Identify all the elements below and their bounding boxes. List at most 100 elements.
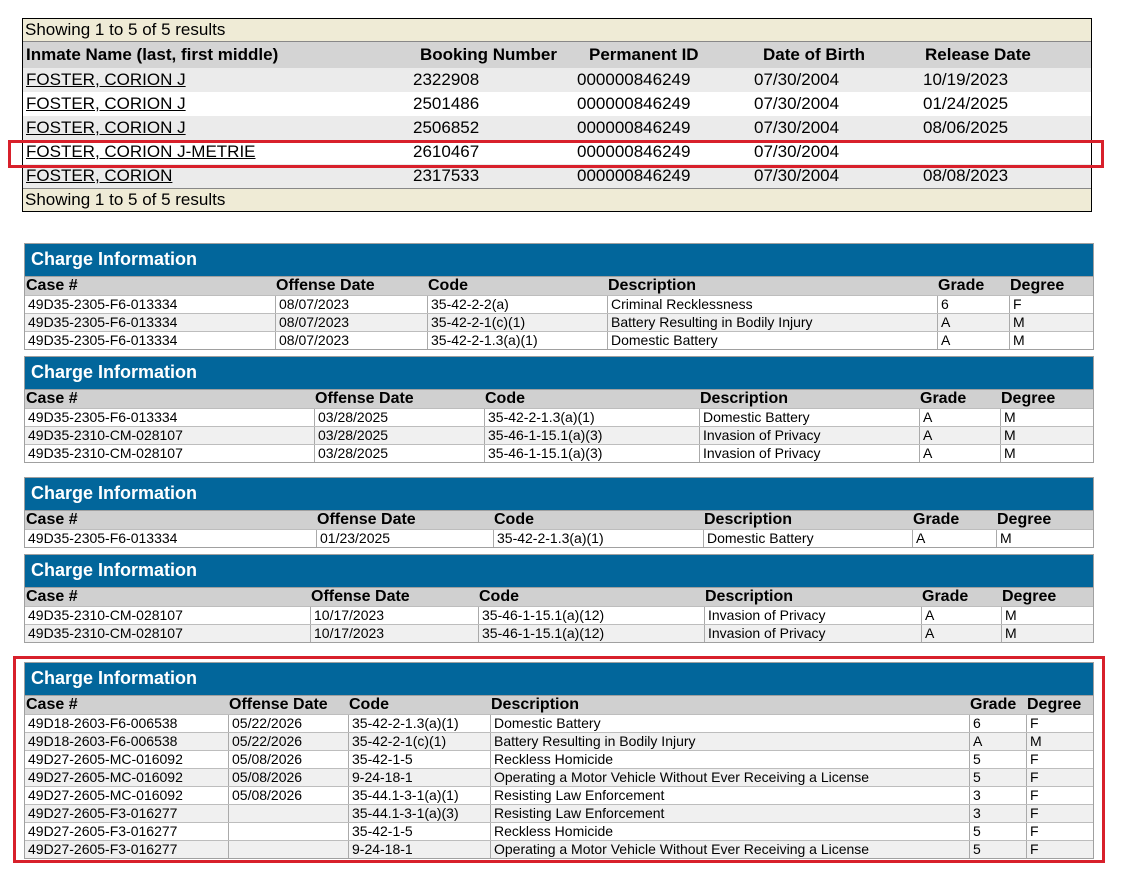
table-row: FOSTER, CORION J 2322908 000000846249 07…	[23, 68, 1091, 92]
charge-rows: 49D35-2305-F6-013334 03/28/2025 35-42-2-1.…	[25, 408, 1093, 462]
header-booking-number[interactable]: Booking Number	[420, 45, 557, 64]
charge-information-table: Charge Information Case # Offense Date Code…	[24, 662, 1094, 859]
inmate-name-link[interactable]: FOSTER, CORION J	[26, 70, 186, 89]
grade: A	[912, 530, 996, 547]
header-inmate-name[interactable]: Inmate Name (last, first middle)	[26, 45, 279, 64]
header-degree: Degree	[1010, 277, 1065, 294]
header-grade: Grade	[913, 511, 960, 528]
description: Resisting Law Enforcement	[490, 787, 969, 804]
table-row: 49D35-2305-F6-013334 03/28/2025 35-42-2-1.…	[25, 408, 1093, 426]
code: 35-42-2-1(c)(1)	[427, 314, 607, 331]
booking-number: 2506852	[413, 118, 480, 137]
header-release-date[interactable]: Release Date	[925, 45, 1031, 64]
inmate-name-link[interactable]: FOSTER, CORION J	[26, 118, 186, 137]
permanent-id: 000000846249	[577, 166, 691, 185]
degree: M	[996, 530, 1093, 547]
code: 35-46-1-15.1(a)(3)	[484, 427, 699, 444]
table-row: 49D35-2310-CM-028107 03/28/2025 35-46-1-15…	[25, 426, 1093, 444]
header-permanent-id[interactable]: Permanent ID	[589, 45, 699, 64]
date-of-birth: 07/30/2004	[754, 70, 840, 89]
case-number: 49D27-2605-MC-016092	[28, 787, 183, 803]
inmate-name-link[interactable]: FOSTER, CORION	[26, 166, 173, 185]
header-offense-date: Offense Date	[229, 696, 328, 713]
offense-date: 10/17/2023	[310, 625, 478, 642]
table-row: FOSTER, CORION J 2506852 000000846249 07…	[23, 116, 1091, 140]
grade: A	[937, 332, 1009, 349]
case-number: 49D35-2305-F6-013334	[28, 296, 178, 312]
permanent-id: 000000846249	[577, 94, 691, 113]
case-number: 49D27-2605-F3-016277	[28, 823, 178, 839]
permanent-id: 000000846249	[577, 118, 691, 137]
description: Domestic Battery	[699, 409, 919, 426]
grade: A	[919, 409, 1000, 426]
code: 35-46-1-15.1(a)(12)	[478, 607, 704, 624]
booking-number: 2322908	[413, 70, 480, 89]
results-header-row: Inmate Name (last, first middle) Booking…	[23, 42, 1091, 68]
degree: M	[1009, 314, 1093, 331]
degree: M	[1000, 427, 1093, 444]
degree: M	[1000, 409, 1093, 426]
charge-information-table: Charge Information Case # Offense Date Code…	[24, 356, 1094, 463]
case-number: 49D35-2305-F6-013334	[28, 314, 178, 330]
code: 35-46-1-15.1(a)(3)	[484, 445, 699, 462]
table-row: 49D35-2310-CM-028107 10/17/2023 35-46-1-15…	[25, 606, 1093, 624]
description: Invasion of Privacy	[704, 625, 921, 642]
offense-date	[228, 805, 348, 822]
offense-date	[228, 823, 348, 840]
grade: A	[921, 607, 1001, 624]
header-case-number: Case #	[26, 511, 78, 528]
description: Criminal Recklessness	[607, 296, 937, 313]
table-row: 49D27-2605-F3-016277 35-44.1-3-1(a)(3) Res…	[25, 804, 1093, 822]
table-row: FOSTER, CORION J 2501486 000000846249 07…	[23, 92, 1091, 116]
degree: F	[1026, 787, 1093, 804]
case-number: 49D35-2305-F6-013334	[28, 332, 178, 348]
degree: F	[1026, 841, 1093, 858]
description: Reckless Homicide	[490, 751, 969, 768]
release-date: 08/08/2023	[923, 166, 1009, 185]
booking-number: 2317533	[413, 166, 480, 185]
charge-rows: 49D35-2305-F6-013334 01/23/2025 35-42-2-1.…	[25, 529, 1093, 547]
case-number: 49D35-2310-CM-028107	[28, 625, 183, 641]
table-row: 49D27-2605-MC-016092 05/08/2026 9-24-18-1 O…	[25, 768, 1093, 786]
charge-information-title: Charge Information	[25, 555, 1093, 587]
charge-information-title: Charge Information	[25, 478, 1093, 510]
case-number: 49D35-2305-F6-013334	[28, 530, 178, 546]
degree: F	[1009, 296, 1093, 313]
booking-number: 2610467	[413, 142, 480, 161]
description: Domestic Battery	[490, 715, 969, 732]
description: Domestic Battery	[607, 332, 937, 349]
charge-information-title: Charge Information	[25, 244, 1093, 276]
header-code: Code	[485, 390, 525, 407]
table-row: 49D35-2305-F6-013334 08/07/2023 35-42-2-2(…	[25, 295, 1093, 313]
grade: 3	[969, 787, 1026, 804]
inmate-name-link[interactable]: FOSTER, CORION J	[26, 94, 186, 113]
grade: A	[969, 733, 1026, 750]
degree: M	[1009, 332, 1093, 349]
table-row: 49D35-2305-F6-013334 08/07/2023 35-42-2-1(…	[25, 313, 1093, 331]
header-case-number: Case #	[26, 588, 78, 605]
degree: M	[1000, 445, 1093, 462]
charge-information-table: Charge Information Case # Offense Date Code…	[24, 477, 1094, 548]
inmate-name-link[interactable]: FOSTER, CORION J-METRIE	[26, 142, 256, 161]
description: Operating a Motor Vehicle Without Ever R…	[490, 841, 969, 858]
grade: 3	[969, 805, 1026, 822]
header-case-number: Case #	[26, 390, 78, 407]
offense-date: 05/08/2026	[228, 787, 348, 804]
case-number: 49D27-2605-F3-016277	[28, 841, 178, 857]
offense-date: 08/07/2023	[275, 332, 427, 349]
grade: A	[919, 427, 1000, 444]
degree: M	[1026, 733, 1093, 750]
header-grade: Grade	[922, 588, 969, 605]
grade: A	[921, 625, 1001, 642]
header-case-number: Case #	[26, 277, 78, 294]
inmate-results-table: Showing 1 to 5 of 5 results Inmate Name …	[22, 18, 1092, 212]
case-number: 49D35-2310-CM-028107	[28, 607, 183, 623]
header-grade: Grade	[938, 277, 985, 294]
code: 35-42-1-5	[348, 823, 490, 840]
header-date-of-birth[interactable]: Date of Birth	[763, 45, 865, 64]
description: Reckless Homicide	[490, 823, 969, 840]
degree: F	[1026, 823, 1093, 840]
release-date: 10/19/2023	[923, 70, 1009, 89]
header-grade: Grade	[970, 696, 1017, 713]
charge-information-title: Charge Information	[25, 357, 1093, 389]
